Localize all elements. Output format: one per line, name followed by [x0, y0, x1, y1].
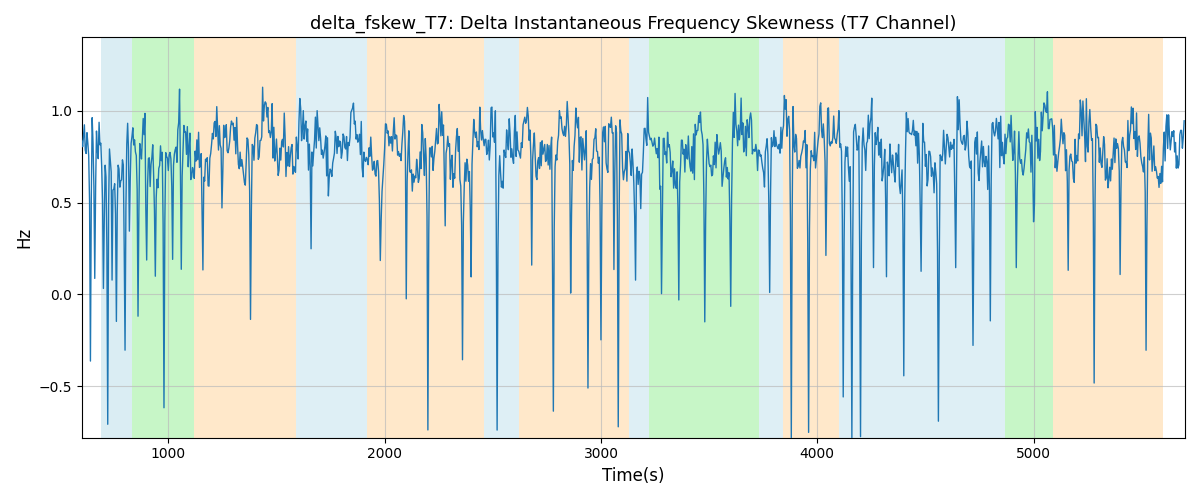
- Bar: [1054, 38, 1163, 438]
- Bar: [132, 38, 194, 438]
- Bar: [101, 38, 132, 438]
- Bar: [296, 38, 367, 438]
- Bar: [484, 38, 518, 438]
- Bar: [648, 38, 758, 438]
- Y-axis label: Hz: Hz: [14, 227, 34, 248]
- X-axis label: Time(s): Time(s): [602, 467, 665, 485]
- Bar: [367, 38, 484, 438]
- Bar: [194, 38, 296, 438]
- Bar: [782, 38, 839, 438]
- Bar: [629, 38, 648, 438]
- Bar: [518, 38, 629, 438]
- Bar: [839, 38, 1006, 438]
- Bar: [758, 38, 782, 438]
- Title: delta_fskew_T7: Delta Instantaneous Frequency Skewness (T7 Channel): delta_fskew_T7: Delta Instantaneous Freq…: [310, 15, 956, 34]
- Bar: [1006, 38, 1054, 438]
